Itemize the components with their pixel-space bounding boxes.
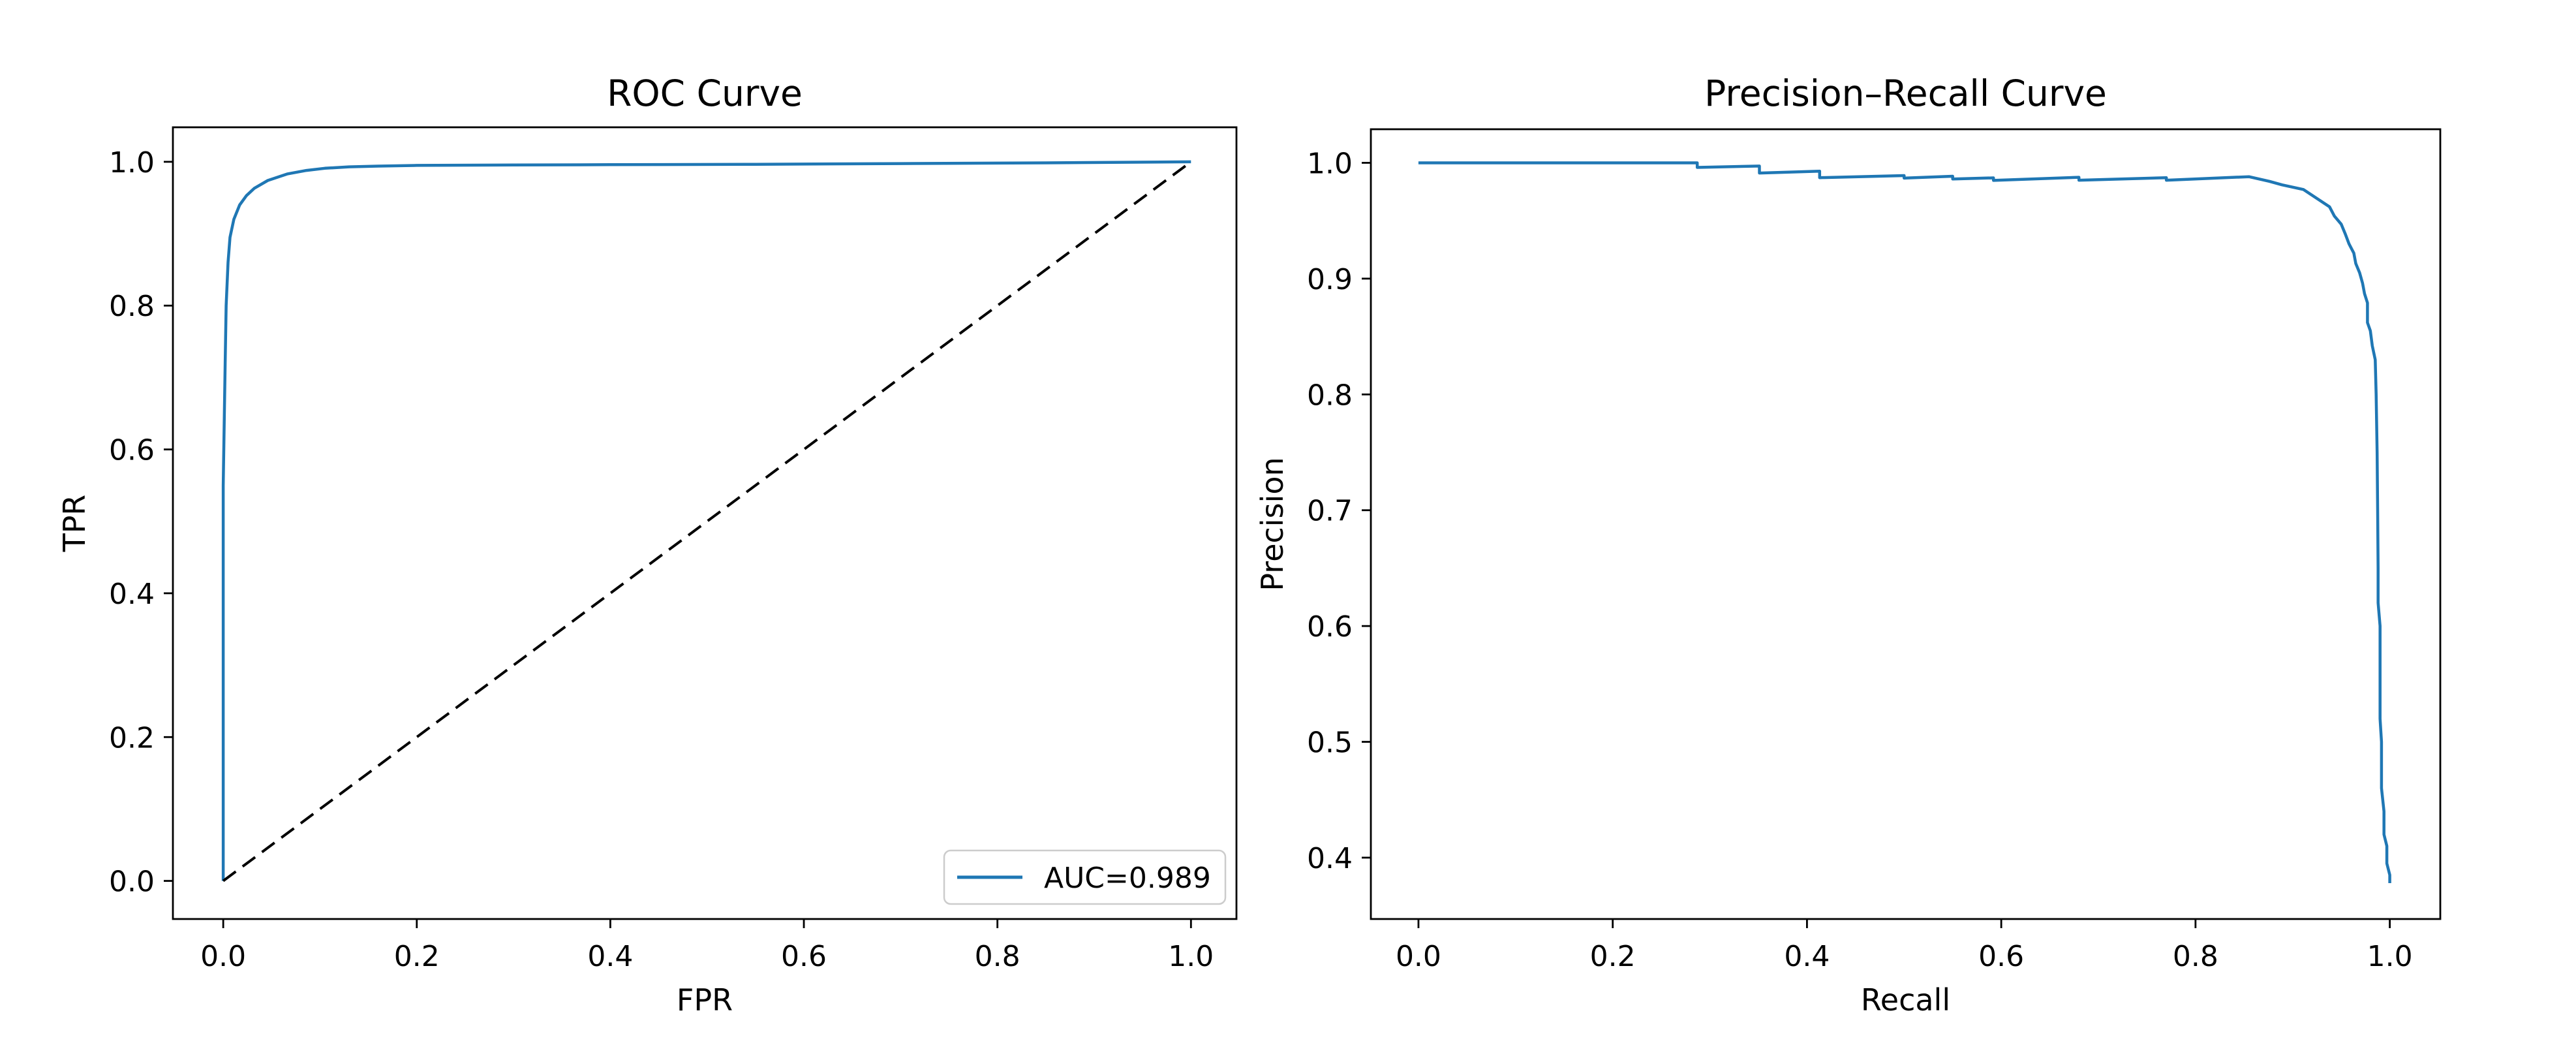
- pr-curve-line: [1418, 161, 2391, 883]
- x-tick-label: 0.8: [2173, 940, 2218, 973]
- y-tick-label: 0.8: [109, 290, 155, 323]
- pr-xlabel: Recall: [1861, 982, 1950, 1018]
- y-tick-label: 0.7: [1307, 495, 1353, 528]
- y-tick-label: 0.4: [109, 578, 155, 611]
- x-tick-label: 0.0: [200, 940, 246, 973]
- roc-xlabel: FPR: [677, 982, 733, 1018]
- x-tick-label: 0.2: [394, 940, 440, 973]
- y-tick-label: 1.0: [1307, 147, 1353, 180]
- roc-chart: 0.0 0.2 0.4 0.6 0.8 1.0 0.0 0.2 0.4 0.6 0.8 1.0 RO…: [57, 72, 1238, 1018]
- y-tick-label: 0.5: [1307, 726, 1353, 760]
- y-tick-label: 0.4: [1307, 842, 1353, 875]
- axes-spines: [172, 126, 1238, 920]
- x-tick-label: 0.8: [975, 940, 1020, 973]
- legend-box: [943, 849, 1227, 905]
- y-tick-label: 0.9: [1307, 263, 1353, 296]
- x-tick-label: 1.0: [1168, 940, 1214, 973]
- pr-axes-frame: [1370, 128, 2442, 920]
- x-tick-label: 0.4: [1784, 940, 1830, 973]
- roc-series-group: [221, 160, 1192, 882]
- roc-xticks: 0.0 0.2 0.4 0.6 0.8 1.0: [200, 919, 1214, 973]
- y-tick-label: 0.8: [1307, 379, 1353, 412]
- roc-axes-frame: [172, 126, 1238, 920]
- pr-chart: 0.0 0.2 0.4 0.6 0.8 1.0 0.4 0.5 0.6 0.7 0.8 0.9 1.0…: [1255, 72, 2442, 1018]
- x-tick-label: 0.4: [587, 940, 633, 973]
- y-tick-label: 0.6: [1307, 610, 1353, 644]
- pr-series-group: [1418, 161, 2391, 883]
- pr-xticks: 0.0 0.2 0.4 0.6 0.8 1.0: [1396, 919, 2413, 973]
- pr-yticks: 0.4 0.5 0.6 0.7 0.8 0.9 1.0: [1307, 147, 1371, 875]
- x-tick-label: 0.2: [1590, 940, 1636, 973]
- chance-diagonal-line: [222, 161, 1192, 882]
- y-tick-label: 0.2: [109, 721, 155, 755]
- axes-spines: [1370, 128, 2442, 920]
- roc-ylabel: TPR: [57, 495, 92, 553]
- pr-ylabel: Precision: [1255, 457, 1290, 591]
- roc-yticks: 0.0 0.2 0.4 0.6 0.8 1.0: [109, 146, 173, 899]
- roc-title: ROC Curve: [607, 72, 803, 114]
- x-tick-label: 1.0: [2367, 940, 2413, 973]
- y-tick-label: 0.0: [109, 865, 155, 899]
- y-tick-label: 0.6: [109, 434, 155, 467]
- x-tick-label: 0.6: [1978, 940, 2024, 973]
- x-tick-label: 0.0: [1396, 940, 1441, 973]
- pr-title: Precision–Recall Curve: [1704, 72, 2107, 114]
- roc-curve-line: [221, 160, 1191, 881]
- legend-label: AUC=0.989: [1044, 862, 1211, 895]
- x-tick-label: 0.6: [781, 940, 827, 973]
- roc-legend: AUC=0.989: [943, 849, 1227, 905]
- y-tick-label: 1.0: [109, 146, 155, 179]
